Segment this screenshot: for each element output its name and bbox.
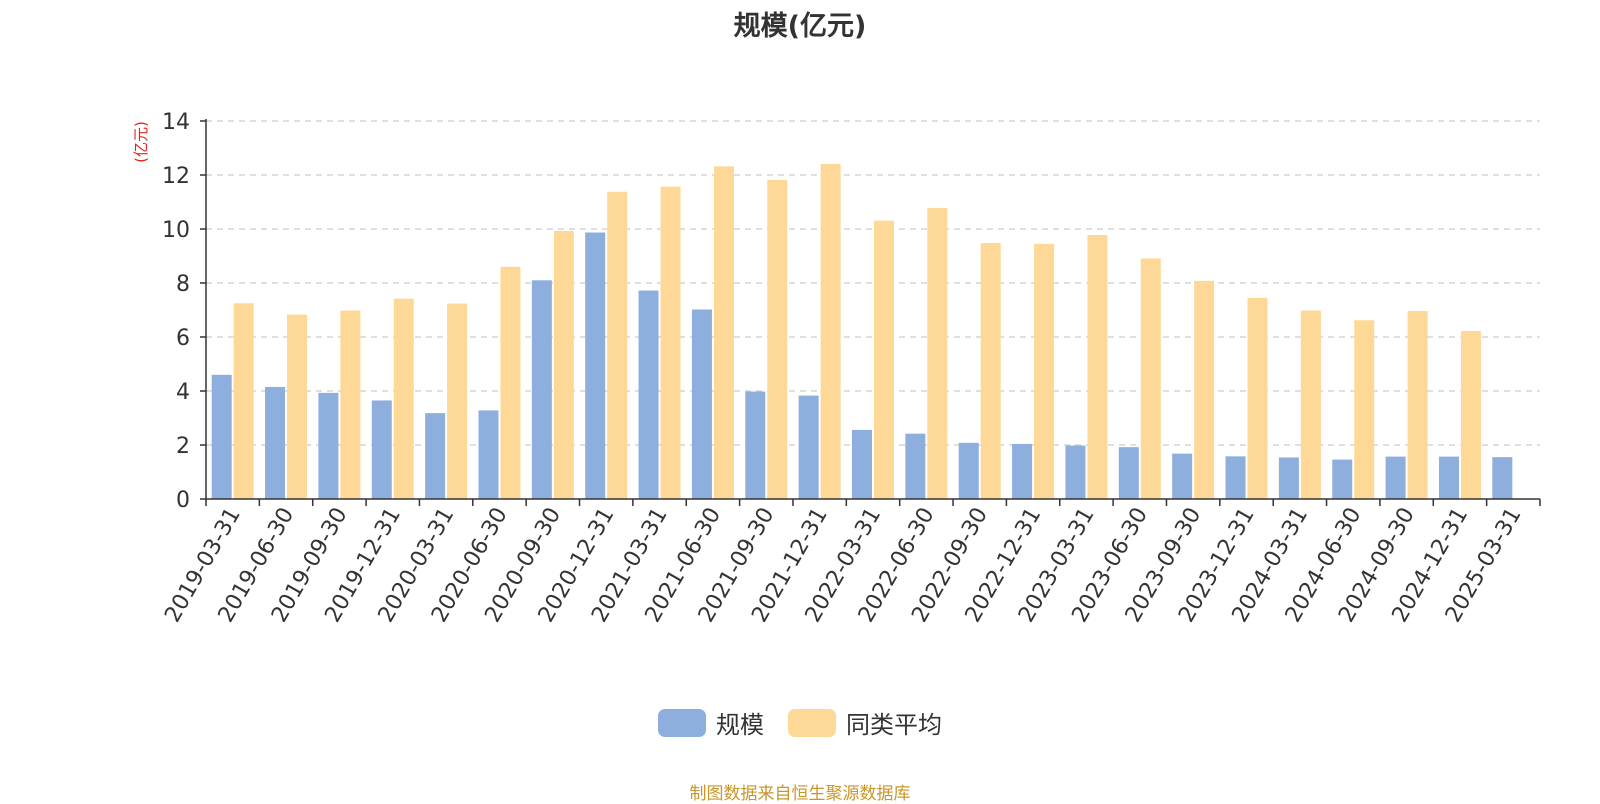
- bar-scale: [371, 400, 392, 499]
- bar-peer-average: [607, 191, 628, 500]
- chart-title: 规模(亿元): [733, 11, 867, 42]
- bar-scale: [1012, 443, 1033, 499]
- bar-scale: [1065, 445, 1086, 499]
- bar-peer-average: [340, 310, 361, 499]
- y-tick-label: 2: [176, 434, 190, 459]
- bar-scale: [1278, 457, 1299, 499]
- bar-scale: [425, 413, 446, 499]
- legend-item-peer-average[interactable]: 同类平均: [788, 705, 942, 740]
- bar-scale: [1118, 447, 1139, 499]
- bar-scale: [905, 433, 926, 499]
- bar-peer-average: [1460, 331, 1481, 499]
- bar-peer-average: [660, 186, 681, 500]
- y-tick-label: 4: [176, 380, 190, 405]
- bar-scale: [958, 442, 979, 499]
- legend: 规模 同类平均: [0, 705, 1600, 740]
- bar-peer-average: [1407, 311, 1428, 499]
- bar-scale: [318, 392, 339, 499]
- bar-peer-average: [767, 179, 788, 500]
- bar-scale: [638, 290, 659, 499]
- bar-scale: [1332, 459, 1353, 499]
- bar-peer-average: [980, 243, 1001, 499]
- bar-scale: [1225, 456, 1246, 499]
- bar-scale: [1172, 453, 1193, 499]
- bar-scale: [798, 395, 819, 499]
- y-tick-label: 0: [176, 488, 190, 513]
- legend-label-scale: 规模: [716, 711, 764, 739]
- bar-peer-average: [1354, 320, 1375, 499]
- bar-peer-average: [393, 298, 414, 499]
- y-tick-label: 14: [162, 110, 190, 135]
- bar-peer-average: [233, 303, 254, 499]
- y-tick-label: 10: [162, 218, 190, 243]
- y-tick-labels: 0 2 4 6 8 10 12 14: [162, 110, 190, 513]
- legend-swatch-scale: [658, 708, 706, 737]
- bar-peer-average: [927, 207, 948, 499]
- bar-scale: [265, 386, 286, 499]
- x-tick-labels: 2019-03-312019-06-302019-09-302019-12-31…: [160, 503, 1526, 626]
- bar-peer-average: [1194, 280, 1215, 499]
- bar-scale: [211, 374, 232, 499]
- y-tick-label: 6: [176, 326, 190, 351]
- bar-peer-average: [1087, 234, 1108, 499]
- bar-peer-average: [820, 163, 841, 499]
- y-tick-label: 12: [162, 164, 190, 189]
- bar-peer-average: [447, 303, 468, 499]
- bar-peer-average: [287, 314, 308, 499]
- data-source-note: 制图数据来自恒生聚源数据库: [689, 784, 911, 804]
- bar-scale: [585, 232, 606, 499]
- bar-peer-average: [1140, 258, 1161, 499]
- legend-label-peer-average: 同类平均: [846, 711, 942, 739]
- bar-scale: [852, 429, 872, 499]
- bar-scale: [1438, 456, 1459, 499]
- bar-scale: [691, 309, 712, 499]
- bar-scale: [1492, 457, 1513, 499]
- bar-peer-average: [553, 230, 574, 499]
- axes: [200, 119, 1541, 506]
- bar-scale: [745, 391, 766, 499]
- y-tick-label: 8: [176, 272, 190, 297]
- bar-peer-average: [500, 266, 521, 499]
- bar-peer-average: [713, 166, 734, 500]
- bar-peer-average: [1247, 297, 1268, 499]
- legend-swatch-peer-average: [788, 708, 836, 737]
- bar-scale: [531, 280, 552, 499]
- y-axis-label: (亿元): [132, 121, 150, 163]
- bar-peer-average: [874, 220, 894, 499]
- bars: [211, 163, 1513, 500]
- bar-scale: [478, 410, 499, 499]
- bar-peer-average: [1300, 310, 1321, 499]
- legend-item-scale[interactable]: 规模: [658, 705, 764, 740]
- bar-peer-average: [1034, 243, 1055, 499]
- bar-scale: [1385, 456, 1406, 499]
